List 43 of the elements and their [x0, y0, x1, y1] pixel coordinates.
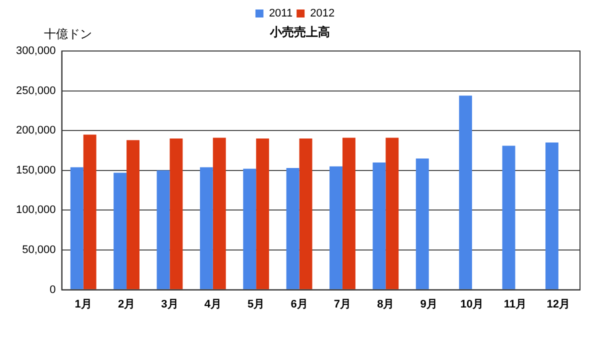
x-tick-label: 3月	[161, 298, 178, 310]
bar	[342, 138, 356, 290]
x-tick-label: 7月	[334, 298, 352, 310]
bar	[200, 167, 213, 290]
x-tick-label: 5月	[248, 298, 265, 310]
y-tick-label: 150,000	[16, 164, 56, 176]
bar	[286, 168, 300, 290]
bar	[114, 172, 127, 290]
bar	[170, 138, 183, 290]
x-tick-label: 8月	[377, 298, 394, 310]
bar	[83, 134, 96, 290]
bar	[372, 162, 386, 290]
legend-label: 2012	[310, 8, 335, 20]
bar	[416, 158, 429, 290]
x-tick-label: 12月	[546, 298, 570, 310]
x-tick-label: 6月	[290, 298, 308, 310]
y-tick-label: 0	[50, 284, 56, 296]
bar	[212, 138, 226, 290]
bar	[330, 166, 342, 290]
bar	[243, 168, 256, 290]
chart-title: 小売売上高	[270, 25, 330, 39]
legend-label: 2011	[268, 8, 293, 20]
y-tick-label: 50,000	[22, 244, 56, 256]
bar	[256, 138, 270, 290]
y-tick-label: 250,000	[16, 84, 56, 97]
bar	[545, 142, 558, 290]
x-tick-label: 4月	[204, 298, 222, 310]
x-tick-label: 1月	[74, 298, 92, 310]
x-tick-label: 9月	[420, 298, 438, 310]
bar	[70, 167, 84, 290]
bar	[299, 138, 312, 290]
bar	[156, 170, 170, 290]
x-tick-label: 2月	[118, 298, 136, 310]
bar	[502, 146, 516, 290]
y-tick-label: 100,000	[16, 204, 56, 216]
y-axis-title: 十億ドン	[44, 26, 92, 43]
bar	[459, 96, 472, 290]
x-tick-label: 10月	[460, 298, 484, 310]
y-tick-label: 200,000	[16, 124, 56, 137]
bar	[386, 138, 399, 290]
bar	[126, 140, 140, 290]
x-tick-label: 11月	[504, 298, 527, 310]
y-tick-label: 300,000	[16, 45, 56, 58]
